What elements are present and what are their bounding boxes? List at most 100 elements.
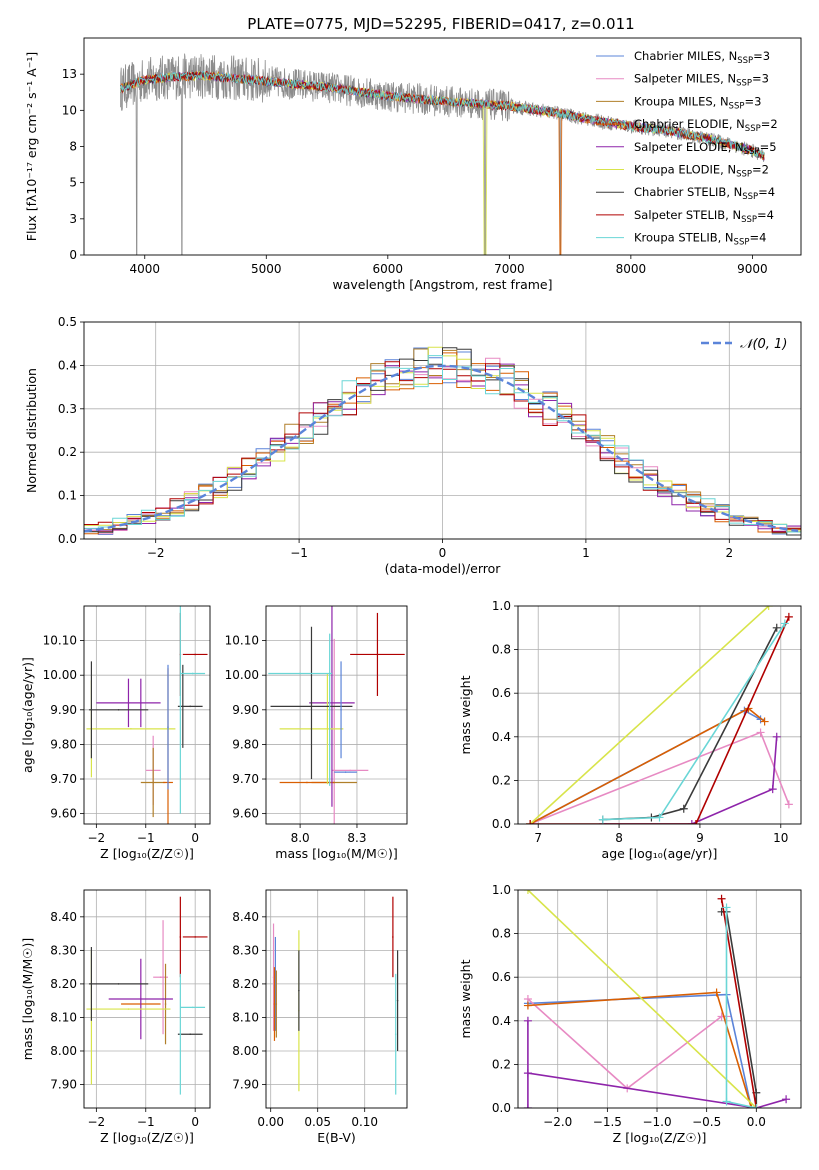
- x-tick-label: 7000: [494, 262, 525, 276]
- x-tick-label: −2: [88, 1115, 106, 1129]
- data-point: [117, 709, 120, 711]
- data-point: [349, 769, 351, 772]
- y-tick-label: 8.30: [50, 943, 77, 957]
- x-axis-label: wavelength [Angstrom, rest frame]: [332, 277, 552, 292]
- weight-marker: [768, 785, 777, 794]
- weight-marker: [523, 1104, 532, 1108]
- x-tick-label: 6000: [373, 262, 404, 276]
- y-tick-label: 5: [69, 176, 77, 190]
- x-tick-label: −1: [137, 831, 155, 845]
- data-point: [273, 1003, 276, 1005]
- histogram-8: [84, 355, 801, 533]
- panel-mass_vs_Z: −2 −1 0 7.90 8.00 8.10 8.20 8.30 8.40 Z [log₁₀(Z/…: [20, 889, 211, 1145]
- weight-marker: [598, 815, 607, 824]
- x-tick-label: 0: [191, 831, 199, 845]
- data-point: [140, 702, 142, 704]
- legend-entry-sub: SSP: [742, 192, 758, 202]
- legend-entry: 𝒩(0, 1): [740, 337, 787, 352]
- weight-marker: [764, 606, 773, 610]
- axes-frame: [517, 605, 802, 825]
- legend-entry-sub: SSP: [736, 79, 752, 89]
- x-tick-label: −2: [88, 831, 106, 845]
- legend-entry-sub: SSP: [745, 124, 761, 134]
- data-point: [130, 728, 132, 730]
- y-tick-label: 0.2: [492, 773, 511, 787]
- legend-entry-name: Salpeter MILES, N: [634, 72, 736, 86]
- legend-entry-suffix: =2: [752, 163, 769, 177]
- weight-marker: [717, 894, 726, 903]
- plot-area: [272, 896, 399, 1095]
- normal-curve: [84, 364, 799, 533]
- weight-line-3: [527, 890, 757, 1108]
- weight-marker: [523, 1069, 532, 1078]
- axes-frame: [265, 889, 408, 1109]
- x-tick-label: 4000: [129, 262, 160, 276]
- y-tick-label: 10.10: [225, 634, 259, 648]
- y-tick-label: 0.3: [58, 402, 77, 416]
- panel-weight_vs_Z: −2.0 −1.5 −1.0 −0.5 0.0 0.0 0.2 0.4 0.6 0.8 1.0 Z […: [458, 883, 802, 1145]
- legend-entry-name: Chabrier MILES, N: [634, 49, 737, 63]
- data-point: [179, 709, 182, 711]
- x-tick-label: −2: [147, 546, 165, 560]
- weight-line-6: [530, 616, 790, 824]
- weight-marker: [752, 1104, 761, 1108]
- y-tick-label: 0.6: [492, 970, 511, 984]
- legend-entry-suffix: =2: [761, 117, 778, 131]
- legend-entry: Kroupa STELIB, NSSP=4: [634, 231, 766, 248]
- panel-residuals: −2 −1 0 1 2 0.0 0.1 0.2 0.3 0.4 0.5 (data-model)/er…: [24, 315, 802, 576]
- axes-frame: [83, 605, 211, 825]
- x-tick-label: 0.10: [351, 1115, 378, 1129]
- data-point: [394, 1033, 397, 1036]
- data-point: [194, 653, 196, 656]
- y-tick-label: 0.0: [58, 532, 77, 546]
- legend-entry-sub: SSP: [736, 170, 752, 180]
- x-tick-label: 0.05: [304, 1115, 331, 1129]
- data-point: [306, 781, 308, 784]
- weight-marker: [523, 890, 532, 894]
- data-point: [310, 702, 313, 704]
- data-point: [159, 976, 162, 978]
- legend-entry-sub: SSP: [741, 215, 757, 225]
- x-axis-label: E(B-V): [317, 1130, 356, 1145]
- y-tick-label: 0.1: [58, 489, 77, 503]
- legend-entry-name: Chabrier ELODIE, N: [634, 117, 745, 131]
- data-point: [275, 1003, 278, 1005]
- panels: 4000 5000 6000 7000 8000 900003581013waveleng…: [20, 37, 802, 1145]
- legend-entry: Salpeter STELIB, NSSP=4: [634, 208, 774, 225]
- y-tick-label: 8.40: [232, 910, 259, 924]
- weight-marker: [722, 903, 731, 912]
- y-tick-label: 10.10: [43, 634, 77, 648]
- legend-entry: Chabrier MILES, NSSP=3: [634, 49, 770, 66]
- panel-age_vs_mass: 8.0 8.3 9.60 9.70 9.80 9.90 10.00 10.10 mass [lo…: [225, 605, 408, 861]
- x-tick-label: 9000: [737, 262, 768, 276]
- legend-entry: Chabrier STELIB, NSSP=4: [634, 185, 775, 202]
- weight-marker: [691, 820, 700, 824]
- y-tick-label: 9.80: [50, 737, 77, 751]
- plot-area: [84, 346, 801, 536]
- y-tick-label: 7.90: [50, 1078, 77, 1092]
- y-tick-label: 0.2: [492, 1057, 511, 1071]
- legend-entry-name: Kroupa ELODIE, N: [634, 163, 736, 177]
- y-tick-label: 0.5: [58, 315, 77, 329]
- weight-line-6: [720, 898, 758, 1108]
- plot-area: [526, 606, 793, 824]
- legend: 𝒩(0, 1): [701, 337, 787, 352]
- y-tick-label: 9.90: [50, 703, 77, 717]
- panel-mass_vs_ebv: 0.00 0.05 0.10 7.90 8.00 8.10 8.20 8.30 8.40 E(B-…: [232, 889, 408, 1145]
- x-axis-label: Z [log₁₀(Z/Z☉)]: [100, 846, 194, 861]
- legend-entry-sub: SSP: [729, 101, 745, 111]
- x-tick-label: 10: [773, 831, 788, 845]
- y-tick-label: 8.10: [232, 1010, 259, 1024]
- y-tick-label: 9.90: [232, 703, 259, 717]
- y-tick-label: 10: [62, 103, 77, 117]
- panel-spectrum: 4000 5000 6000 7000 8000 9000 0 3 5 8 10 13 waveleng…: [24, 37, 802, 292]
- legend-entry-name: Salpeter ELODIE, N: [634, 140, 744, 154]
- weight-marker: [772, 732, 781, 741]
- data-point: [191, 672, 194, 675]
- weight-marker: [523, 1001, 532, 1010]
- weight-marker: [780, 619, 789, 628]
- y-axis-label: Flux [fλ10⁻¹⁷ erg cm⁻² s⁻¹ A⁻¹]: [24, 52, 39, 241]
- legend-entry: Kroupa MILES, NSSP=3: [634, 94, 761, 111]
- data-point: [117, 983, 120, 985]
